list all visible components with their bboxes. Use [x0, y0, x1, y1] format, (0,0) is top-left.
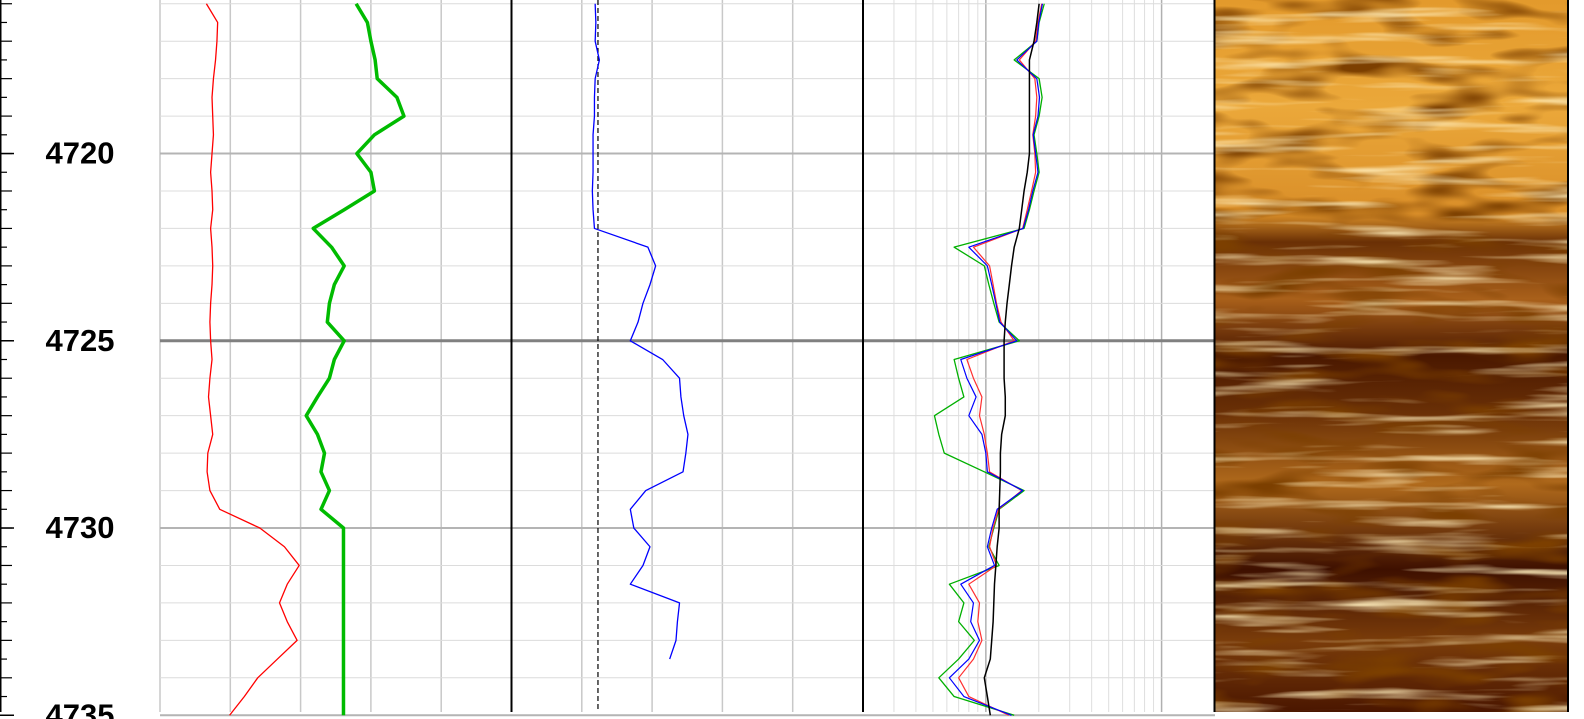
image-bright-streaks — [1215, 0, 1568, 712]
depth-label: 4725 — [46, 323, 115, 358]
log-curve — [933, 3, 1045, 716]
log-curve — [948, 3, 1044, 716]
depth-label: 4720 — [46, 136, 115, 171]
log-curve — [304, 2, 406, 716]
log-curve — [958, 3, 1043, 716]
log-curve — [983, 3, 1040, 716]
depth-label: 4735 — [46, 697, 115, 719]
log-curve — [205, 3, 300, 716]
depth-label: 4730 — [46, 510, 115, 545]
log-curve — [591, 3, 689, 660]
image-track — [1215, 0, 1568, 712]
grid — [159, 0, 1215, 717]
curves — [205, 0, 1045, 716]
